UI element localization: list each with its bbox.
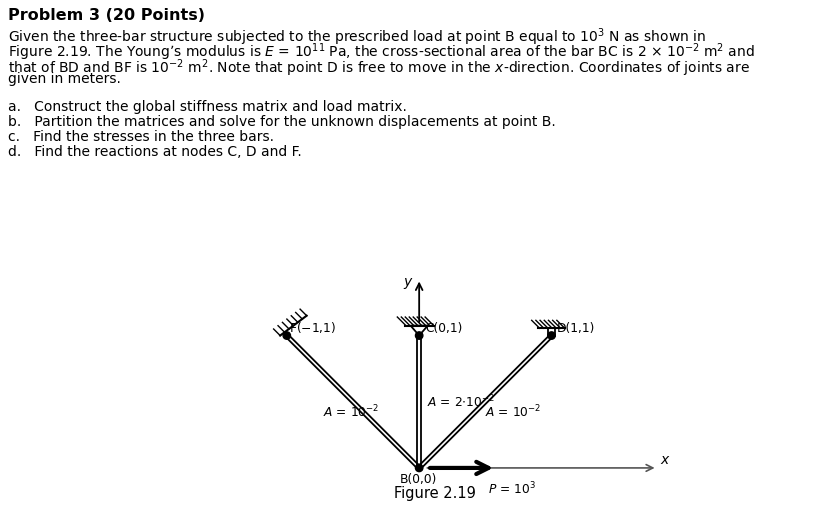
Circle shape [283, 332, 290, 339]
Text: $A$ = 10$^{-2}$: $A$ = 10$^{-2}$ [323, 404, 379, 421]
Text: b.   Partition the matrices and solve for the unknown displacements at point B.: b. Partition the matrices and solve for … [8, 115, 556, 129]
Circle shape [415, 464, 423, 471]
Circle shape [548, 332, 555, 339]
Text: a.   Construct the global stiffness matrix and load matrix.: a. Construct the global stiffness matrix… [8, 100, 406, 114]
Text: F($-$1,1): F($-$1,1) [289, 320, 337, 335]
Text: d.   Find the reactions at nodes C, D and F.: d. Find the reactions at nodes C, D and … [8, 145, 302, 159]
Text: B(0,0): B(0,0) [399, 473, 437, 486]
Text: $P$ = 10$^3$: $P$ = 10$^3$ [488, 481, 536, 498]
Text: $A$ = 2$\cdot$10$^{-2}$: $A$ = 2$\cdot$10$^{-2}$ [427, 394, 495, 410]
Text: that of BD and BF is 10$^{-2}$ m$^2$. Note that point D is free to move in the $: that of BD and BF is 10$^{-2}$ m$^2$. No… [8, 57, 750, 79]
Text: $x$: $x$ [660, 453, 671, 467]
Text: given in meters.: given in meters. [8, 73, 121, 87]
Text: Given the three-bar structure subjected to the prescribed load at point B equal : Given the three-bar structure subjected … [8, 26, 706, 48]
Circle shape [415, 332, 423, 339]
Text: Figure 2.19. The Young’s modulus is $E$ = 10$^{11}$ Pa, the cross-sectional area: Figure 2.19. The Young’s modulus is $E$ … [8, 41, 754, 63]
Text: Figure 2.19: Figure 2.19 [394, 486, 476, 501]
Text: $y$: $y$ [403, 276, 414, 291]
Text: $A$ = 10$^{-2}$: $A$ = 10$^{-2}$ [485, 404, 541, 421]
Text: Problem 3 (20 Points): Problem 3 (20 Points) [8, 8, 205, 23]
Text: c.   Find the stresses in the three bars.: c. Find the stresses in the three bars. [8, 130, 274, 144]
Text: C(0,1): C(0,1) [426, 322, 463, 335]
Text: D(1,1): D(1,1) [557, 322, 595, 335]
